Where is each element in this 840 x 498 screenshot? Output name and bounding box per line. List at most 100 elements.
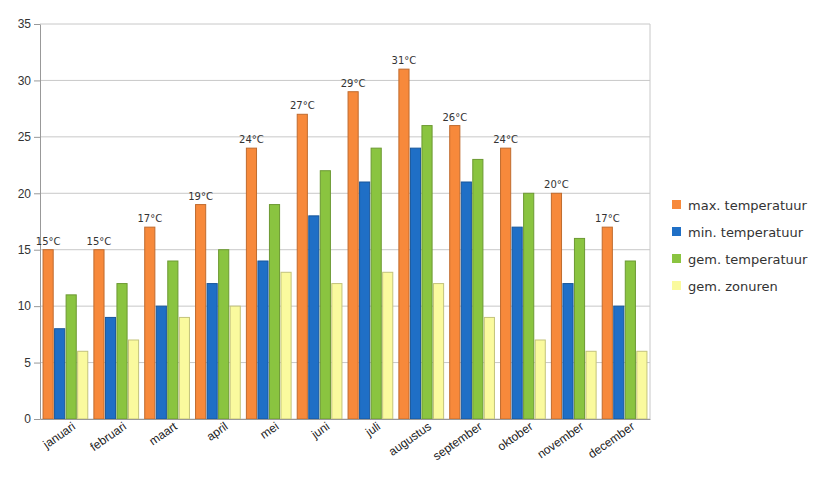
bar (371, 148, 381, 419)
y-axis-line (40, 25, 41, 420)
x-tick-label: februari (87, 419, 128, 454)
bar (320, 171, 330, 419)
x-tick: november (535, 419, 587, 461)
bar (501, 148, 511, 419)
x-tick-label: december (585, 419, 637, 461)
data-labels: 15°C15°C17°C19°C24°C27°C29°C31°C26°C24°C… (36, 55, 620, 247)
legend-swatch (672, 200, 681, 209)
y-tick-label: 25 (18, 130, 32, 144)
legend-label: gem. temperatuur (688, 252, 808, 267)
x-tick: augustus (386, 419, 434, 459)
series-bars (78, 272, 647, 419)
x-axis: januari februari maart april mei juni juliaugu… (40, 419, 651, 463)
y-tick: 25 (18, 130, 40, 144)
x-tick: december (585, 419, 637, 461)
bar (348, 92, 358, 419)
y-tick: 0 (24, 412, 40, 426)
y-tick-label: 20 (18, 187, 32, 201)
y-tick: 20 (18, 187, 40, 201)
bars (43, 69, 647, 419)
x-tick-label: augustus (386, 419, 434, 458)
data-label: 19°C (188, 191, 213, 202)
bar (78, 351, 88, 419)
bar (246, 148, 256, 419)
legend-label: gem. zonuren (688, 279, 778, 294)
bar (309, 216, 319, 419)
y-tick-label: 35 (18, 17, 32, 31)
data-label: 17°C (137, 213, 162, 224)
chart: 05101520253035januarifebruarimaartaprilm… (0, 0, 840, 498)
y-tick-label: 30 (18, 74, 32, 88)
y-axis: 05101520253035 (18, 17, 41, 426)
x-tick: juli (362, 419, 383, 440)
x-tick-label: juni (308, 419, 332, 442)
y-tick-mark (34, 24, 40, 25)
x-tick-label: november (535, 419, 587, 461)
legend: max. temperatuurmin. temperatuurgem. tem… (672, 198, 808, 294)
bar (625, 261, 635, 419)
bar (551, 193, 561, 419)
data-label: 29°C (341, 78, 366, 89)
data-label: 31°C (392, 55, 417, 66)
bar (332, 284, 342, 419)
data-label: 24°C (239, 134, 264, 145)
bar (586, 351, 596, 419)
legend-swatch (672, 254, 681, 263)
bar (258, 261, 268, 419)
x-tick-label: mei (257, 419, 281, 442)
x-tick: juni (308, 419, 332, 442)
series-bars (43, 69, 612, 419)
bar (297, 114, 307, 419)
bar (117, 284, 127, 419)
legend-item: max. temperatuur (672, 198, 807, 213)
bar (43, 250, 53, 419)
x-tick-label: april (204, 419, 231, 443)
y-tick-label: 0 (24, 412, 31, 426)
x-tick: april (204, 419, 231, 444)
bar (524, 193, 534, 419)
bar (128, 340, 138, 419)
legend-item: gem. temperatuur (672, 252, 808, 267)
bar (219, 250, 229, 419)
x-tick-label: oktober (495, 419, 536, 453)
bar (399, 69, 409, 419)
series-bars (66, 126, 635, 419)
grid (40, 24, 650, 419)
y-tick-label: 5 (24, 356, 31, 370)
y-tick-mark (34, 193, 40, 194)
x-tick-label: juli (362, 419, 383, 439)
bar (55, 329, 65, 419)
x-tick-label: maart (147, 419, 181, 448)
bar (422, 126, 432, 419)
y-tick-mark (34, 363, 40, 364)
bar (94, 250, 104, 419)
bar (637, 351, 647, 419)
y-tick-mark (34, 419, 40, 420)
bar (281, 272, 291, 419)
x-tick: januari (40, 419, 78, 452)
bar (461, 182, 471, 419)
bar (269, 205, 279, 419)
bar (179, 317, 189, 419)
x-tick: september (430, 419, 484, 463)
bar (66, 295, 76, 419)
y-tick-label: 10 (18, 299, 32, 313)
data-label: 17°C (595, 213, 620, 224)
frame (650, 24, 651, 419)
bar (145, 227, 155, 419)
bar (168, 261, 178, 419)
data-label: 24°C (493, 134, 518, 145)
x-tick: maart (147, 419, 181, 448)
bar (535, 340, 545, 419)
legend-label: max. temperatuur (688, 198, 807, 213)
bar (410, 148, 420, 419)
bar (450, 126, 460, 419)
y-tick: 35 (18, 17, 40, 31)
data-label: 20°C (544, 179, 569, 190)
data-label: 26°C (442, 112, 467, 123)
bar (614, 306, 624, 419)
bar (473, 159, 483, 419)
legend-item: gem. zonuren (672, 279, 778, 294)
grid-line (40, 136, 650, 137)
data-label: 27°C (290, 100, 315, 111)
